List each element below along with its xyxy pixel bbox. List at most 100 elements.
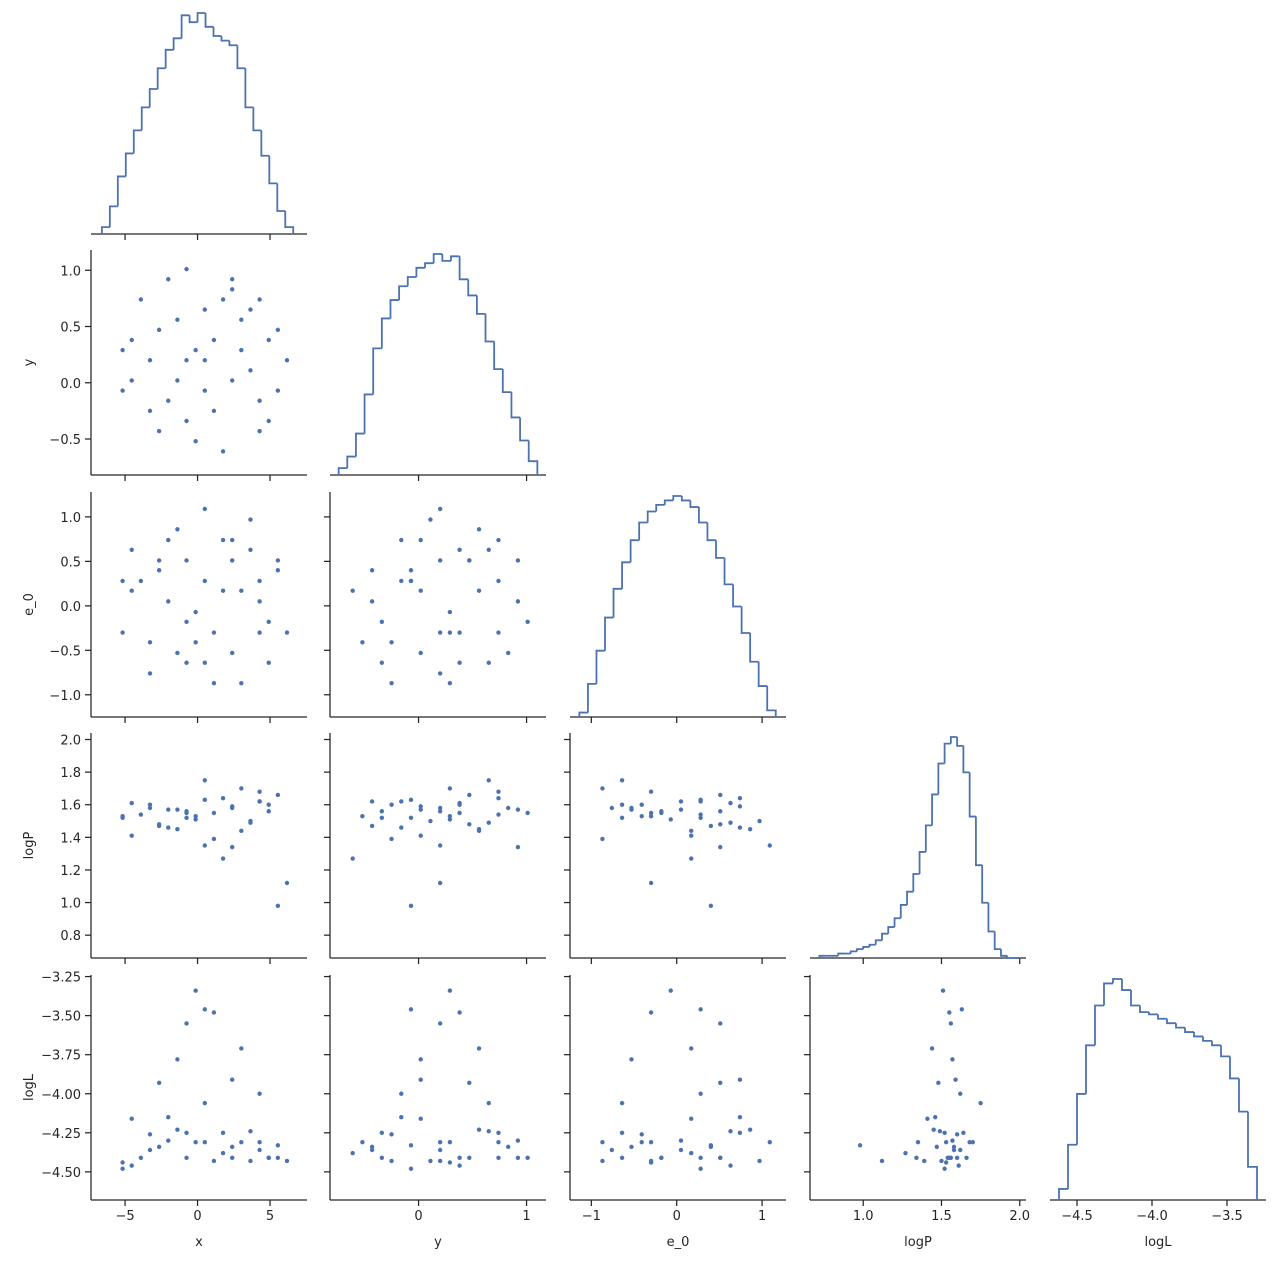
hist-step bbox=[475, 295, 486, 315]
panel: 1.0 1.5 2.0 logP bbox=[804, 975, 1030, 1250]
scatter-point bbox=[728, 1163, 733, 1168]
scatter-point bbox=[408, 797, 414, 803]
scatter-point bbox=[515, 1138, 521, 1143]
hist-step bbox=[818, 954, 826, 958]
scatter-point bbox=[496, 578, 501, 584]
hist-step bbox=[450, 255, 460, 261]
scatter-point bbox=[496, 812, 501, 817]
scatter-point bbox=[951, 1144, 957, 1150]
scatter-point bbox=[379, 815, 385, 820]
scatter-point bbox=[166, 1114, 171, 1120]
scatter-point bbox=[211, 681, 217, 686]
y-tick-label: 0.5 bbox=[60, 555, 81, 570]
scatter-point bbox=[275, 388, 281, 393]
y-axis-label: y bbox=[22, 358, 37, 366]
scatter-point bbox=[147, 358, 153, 363]
scatter-point bbox=[447, 681, 453, 686]
scatter-point bbox=[437, 506, 443, 512]
scatter-point bbox=[202, 843, 207, 848]
panel: −4.5 −4.0 −3.5 logL bbox=[1050, 978, 1266, 1250]
x-tick-label: −1 bbox=[582, 1209, 601, 1224]
scatter-point bbox=[275, 903, 281, 909]
scatter-point bbox=[515, 599, 521, 604]
scatter-point bbox=[389, 836, 394, 842]
scatter-point bbox=[964, 1155, 969, 1161]
scatter-point bbox=[369, 1147, 375, 1153]
scatter-point bbox=[457, 1163, 462, 1168]
hist-step bbox=[228, 40, 238, 47]
scatter-point bbox=[389, 802, 394, 807]
hist-step bbox=[260, 130, 270, 157]
hist-step bbox=[355, 432, 365, 457]
x-tick-label: 2.0 bbox=[1009, 1209, 1030, 1224]
y-tick-label: −3.25 bbox=[41, 971, 81, 986]
scatter-point bbox=[275, 1155, 281, 1161]
hist-step bbox=[715, 540, 725, 559]
scatter-point bbox=[737, 796, 743, 801]
scatter-point bbox=[678, 1138, 684, 1143]
scatter-point bbox=[639, 802, 644, 807]
scatter-point bbox=[399, 537, 404, 543]
hist-step bbox=[276, 183, 286, 212]
hist-step bbox=[1130, 990, 1140, 1007]
scatter-point bbox=[399, 1091, 404, 1096]
scatter-point bbox=[437, 630, 443, 635]
scatter-point bbox=[698, 812, 703, 817]
hist-step bbox=[458, 256, 469, 281]
scatter-point bbox=[648, 810, 654, 816]
scatter-point bbox=[350, 1150, 355, 1156]
scatter-point bbox=[399, 799, 404, 804]
y-tick-label: −3.75 bbox=[41, 1049, 81, 1064]
hist-step bbox=[862, 946, 870, 950]
scatter-point bbox=[156, 1080, 162, 1086]
scatter-point bbox=[728, 800, 733, 806]
scatter-point bbox=[369, 799, 375, 804]
scatter-point bbox=[639, 813, 644, 819]
scatter-point bbox=[476, 1127, 482, 1132]
scatter-point bbox=[947, 1155, 952, 1161]
scatter-point bbox=[266, 418, 271, 424]
panel: −5 0 5 x −4.50 −4.25 −4.00 −3.75 −3.50 −3.25 logL bbox=[22, 971, 307, 1250]
scatter-point bbox=[360, 1139, 365, 1145]
scatter-point bbox=[284, 880, 290, 886]
hist-step bbox=[732, 584, 742, 608]
hist-step bbox=[887, 926, 895, 934]
scatter-point bbox=[914, 1155, 919, 1161]
scatter-point bbox=[437, 805, 443, 811]
scatter-point bbox=[648, 1010, 654, 1015]
hist-step bbox=[164, 48, 174, 69]
scatter-point bbox=[193, 817, 198, 822]
scatter-point bbox=[266, 1155, 271, 1161]
hist-step bbox=[244, 68, 254, 109]
scatter-point bbox=[708, 903, 714, 909]
scatter-point bbox=[156, 558, 162, 563]
scatter-point bbox=[678, 807, 684, 812]
hist-step bbox=[380, 317, 391, 349]
hist-step bbox=[578, 711, 588, 717]
scatter-point bbox=[698, 1166, 703, 1171]
scatter-point bbox=[737, 1114, 743, 1120]
scatter-point bbox=[138, 297, 144, 302]
hist-step bbox=[1067, 1143, 1077, 1189]
scatter-point bbox=[950, 1057, 955, 1062]
panel: −1 0 1 e_0 bbox=[564, 975, 786, 1250]
scatter-point bbox=[648, 1158, 654, 1164]
scatter-point bbox=[229, 844, 235, 850]
scatter-point bbox=[418, 804, 423, 809]
scatter-point bbox=[689, 1150, 694, 1156]
hist-step bbox=[415, 266, 426, 278]
scatter-point bbox=[147, 805, 153, 811]
scatter-point bbox=[120, 578, 125, 584]
hist-step bbox=[612, 587, 623, 618]
scatter-point bbox=[239, 786, 244, 791]
scatter-point bbox=[619, 815, 625, 820]
scatter-point bbox=[879, 1158, 885, 1164]
hist-step bbox=[1148, 1012, 1158, 1016]
y-tick-label: 1.4 bbox=[60, 831, 81, 846]
hist-step bbox=[116, 175, 126, 207]
scatter-point bbox=[486, 660, 491, 665]
hist-step bbox=[188, 15, 198, 24]
x-axis-label: x bbox=[195, 1235, 203, 1250]
hist-step bbox=[484, 313, 495, 343]
scatter-point bbox=[506, 1144, 511, 1150]
